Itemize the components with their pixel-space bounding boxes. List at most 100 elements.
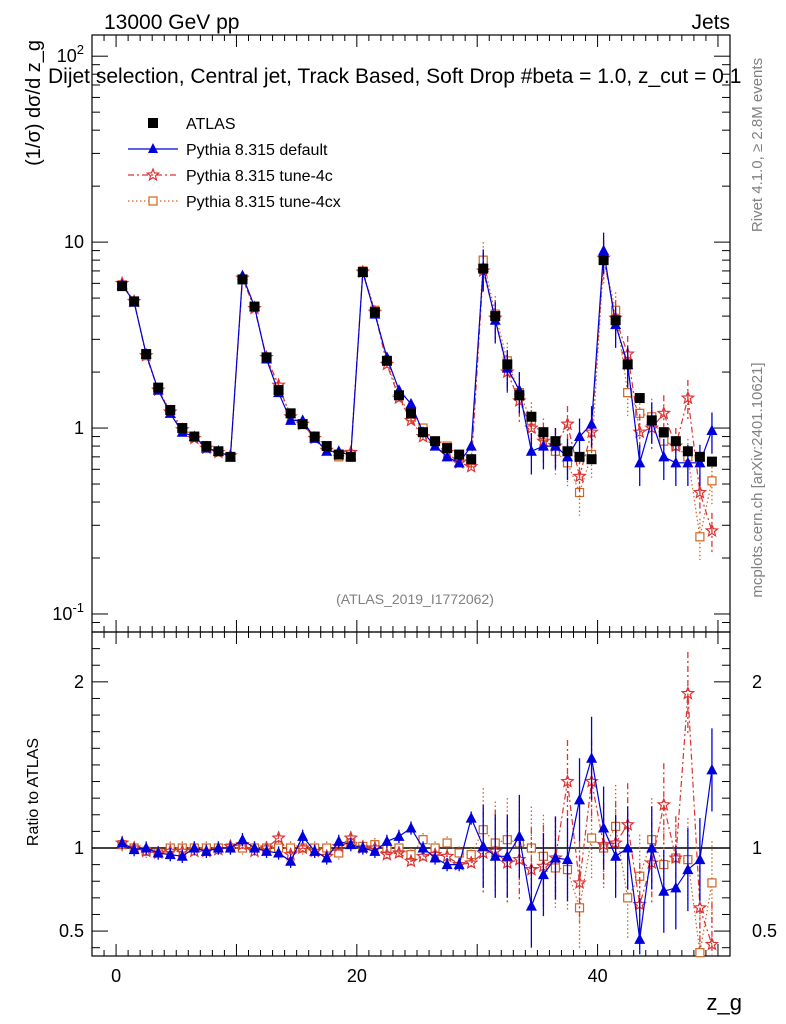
- x-tick-label: 0: [111, 966, 121, 986]
- data-point-atlas: [550, 436, 561, 447]
- data-point: [453, 456, 465, 468]
- data-point-atlas: [658, 427, 669, 438]
- data-point-atlas: [418, 427, 429, 438]
- ratio-point: [379, 846, 395, 861]
- data-point-atlas: [333, 449, 344, 460]
- data-point-atlas: [213, 446, 224, 457]
- data-point-atlas: [117, 281, 128, 292]
- data-series: [114, 232, 720, 561]
- data-point-atlas: [406, 408, 416, 419]
- data-point: [704, 523, 720, 538]
- ratio-point: [695, 948, 705, 958]
- data-point-atlas: [430, 436, 441, 447]
- ratio-point: [465, 812, 477, 823]
- ratio-point: [236, 833, 248, 845]
- ratio-point: [333, 835, 345, 846]
- ratio-point: [489, 850, 501, 861]
- data-point: [524, 420, 539, 435]
- data-point: [572, 468, 587, 483]
- ratio-point: [152, 846, 164, 858]
- ratio-point: [391, 845, 407, 860]
- data-point-atlas: [502, 359, 513, 370]
- ratio-point: [525, 900, 537, 911]
- ratio-point: [417, 842, 429, 853]
- legend-marker-tune4c: [145, 167, 161, 182]
- ratio-point: [704, 936, 720, 951]
- data-point: [441, 450, 453, 462]
- data-point-atlas: [285, 408, 296, 419]
- ratio-point: [321, 851, 333, 863]
- legend-entry-tune4cx: Pythia 8.315 tune-4cx: [128, 194, 341, 211]
- data-point-atlas: [381, 355, 392, 366]
- ratio-point: [309, 845, 321, 856]
- ratio-point: [501, 850, 513, 861]
- ratio-point: [453, 858, 465, 870]
- ratio-axis-label: Ratio to ATLAS: [25, 738, 42, 846]
- data-point: [680, 390, 696, 405]
- ratio-point: [297, 830, 309, 841]
- data-point: [525, 445, 537, 456]
- data-point: [574, 430, 586, 442]
- ratio-point: [393, 830, 405, 841]
- ratio-point: [403, 853, 419, 868]
- ratio-point: [200, 845, 212, 856]
- ratio-point: [164, 848, 176, 860]
- ratio-point: [357, 842, 369, 853]
- data-point-atlas: [153, 382, 164, 393]
- data-point-atlas: [369, 307, 380, 318]
- legend-label-default: Pythia 8.315 default: [186, 142, 328, 159]
- data-point-atlas: [670, 436, 681, 447]
- legend-entry-tune4c: Pythia 8.315 tune-4c: [128, 167, 333, 185]
- data-point: [560, 416, 575, 431]
- ratio-point: [429, 851, 441, 863]
- ratio-point: [658, 885, 670, 896]
- data-point: [656, 405, 672, 420]
- data-point: [285, 414, 297, 425]
- ratio-point: [128, 843, 140, 855]
- data-point-atlas: [466, 454, 477, 465]
- mcplots-source-label: mcplots.cern.ch [arXiv:2401.10621]: [749, 362, 766, 597]
- ratio-point: [670, 881, 682, 893]
- ratio-point: [634, 933, 646, 944]
- ratio-point: [381, 835, 393, 846]
- ratio-point: [622, 842, 634, 853]
- data-point-atlas: [646, 415, 657, 426]
- legend-marker-atlas: [148, 118, 158, 128]
- ratio-point: [285, 855, 297, 866]
- legend: ATLAS Pythia 8.315 default Pythia 8.315 …: [128, 116, 341, 211]
- ratio-point: [116, 837, 128, 848]
- ratio-point: [477, 840, 489, 851]
- data-point-atlas: [141, 349, 152, 360]
- header-left: 13000 GeV pp: [104, 11, 239, 34]
- rivet-version-label: Rivet 4.1.0, ≥ 2.8M events: [749, 58, 766, 232]
- data-point-atlas: [514, 390, 525, 401]
- ratio-point: [176, 850, 188, 861]
- data-point-atlas: [586, 454, 597, 465]
- data-point-atlas: [357, 267, 368, 278]
- ratio-point: [140, 842, 152, 853]
- series-line-1: [121, 250, 713, 464]
- data-point-atlas: [225, 451, 236, 462]
- y-tick-label: 10-1: [52, 600, 84, 624]
- data-point-atlas: [261, 352, 272, 363]
- data-point: [463, 459, 479, 473]
- data-point-atlas: [622, 359, 633, 370]
- ratio-point: [188, 842, 200, 853]
- ratio-series: [114, 651, 720, 958]
- data-point-atlas: [526, 411, 537, 422]
- ratio-point: [561, 853, 573, 865]
- y-tick-label: 102: [57, 42, 84, 66]
- data-point-atlas: [297, 419, 308, 430]
- ratio-point: [572, 875, 587, 890]
- data-point-atlas: [610, 315, 621, 326]
- analysis-id: (ATLAS_2019_I1772062): [336, 591, 494, 607]
- ratio-tick-label-left: 2: [74, 672, 84, 692]
- ratio-line-2: [121, 693, 713, 945]
- legend-marker-default: [148, 143, 158, 153]
- legend-label-atlas: ATLAS: [186, 116, 236, 133]
- data-point-atlas: [201, 441, 212, 452]
- ratio-tick-label-left: 1: [74, 838, 84, 858]
- data-point: [670, 456, 682, 468]
- ratio-point: [598, 822, 610, 833]
